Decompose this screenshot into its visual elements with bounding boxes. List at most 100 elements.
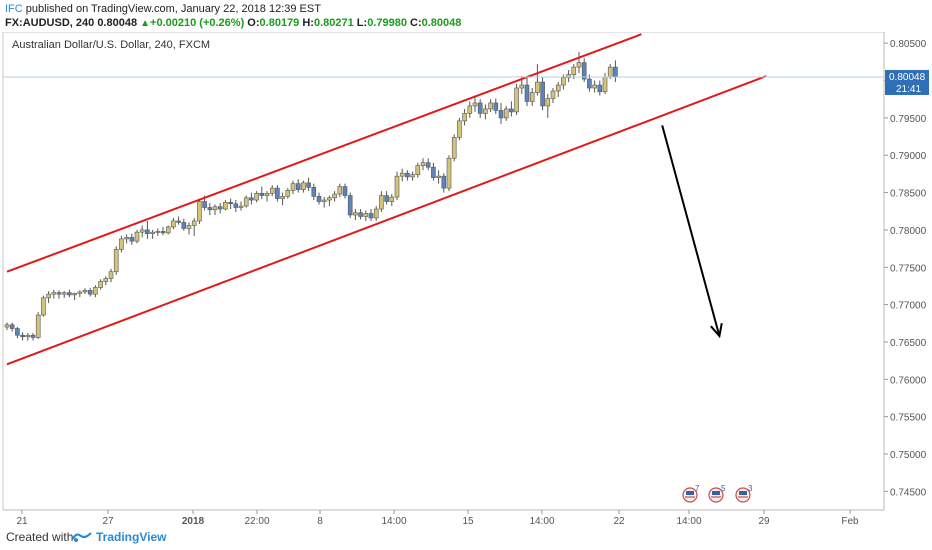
channel-line-lower[interactable] [6,75,767,366]
candle [431,162,436,181]
publisher-name[interactable]: IFC [5,3,23,15]
candle-body [160,231,166,234]
y-tick-label: 0.79000 [890,151,927,162]
candle-body [405,172,410,178]
candle [342,183,348,199]
us-flag-event-icon[interactable]: 5 [708,484,726,503]
candle-body [238,205,244,208]
candle [545,93,551,118]
candle [389,194,395,207]
x-tick-label: 29 [758,516,770,525]
candle-body [25,334,31,338]
price-chart[interactable]: Australian Dollar/U.S. Dollar, 240, FXCM… [0,32,932,525]
candle-body [493,102,499,111]
price-change: +0.00210 (+0.26%) [150,17,245,29]
candle-body [379,195,384,210]
event-badges[interactable]: 7 5 3 [682,484,753,503]
x-tick-label: 21 [16,516,28,525]
flag-canton [686,491,694,495]
candle [20,332,25,341]
candle-body [4,324,10,328]
y-tick-label: 0.76500 [890,338,927,349]
candle [103,276,109,286]
candle [420,158,426,171]
candle [550,88,556,103]
candle-body [139,229,145,233]
candle [457,117,462,141]
candle [217,203,223,214]
candle [332,191,337,202]
candle [93,285,98,298]
candle-body [467,105,473,114]
candle [535,64,540,96]
candle-body [368,213,374,219]
candle-body [607,66,613,78]
up-arrow-icon: ▲ [140,18,151,29]
candle [249,192,254,205]
candle [514,83,519,115]
candle [472,96,478,112]
y-tick-label: 0.76000 [890,375,927,386]
candle-body [384,195,389,202]
candle [529,88,535,106]
candle-body [571,66,577,75]
candle-body [399,172,405,177]
candle-body [311,187,317,197]
candle [311,183,317,201]
tradingview-brand[interactable]: TradingView [96,530,167,544]
candle-body [67,292,72,296]
forecast-arrow[interactable] [661,125,721,337]
candle-body [295,183,301,190]
x-tick-label: 14:00 [381,516,406,525]
badge-count: 5 [721,484,726,493]
us-flag-event-icon[interactable]: 3 [735,484,753,503]
candle-body [587,78,592,89]
candle-body [290,183,296,191]
candle [581,58,587,83]
candle [165,225,171,235]
us-flag-event-icon[interactable]: 7 [682,484,700,503]
candle [394,171,400,201]
last-price: 0.80048 [97,17,138,29]
candle [30,332,36,341]
candle-body [20,334,25,338]
candle-body [519,84,525,89]
last-price-tag [885,69,929,95]
candle [9,322,15,332]
candle [477,99,483,118]
candle-body [72,293,77,296]
candle-body [457,120,462,138]
price-axis[interactable]: 0.805000.800000.795000.790000.785000.780… [3,32,929,510]
candle [150,229,155,239]
candle-body [321,199,327,202]
candle-body [254,193,259,201]
candle-body [285,190,291,197]
footer: Created with TradingView [0,525,932,550]
candle [171,217,176,230]
candle [566,70,571,83]
candle [15,327,20,339]
candle [483,104,488,120]
channel-line-upper[interactable] [6,33,642,273]
y-tick-label: 0.75000 [890,450,927,461]
candle-body [509,108,514,113]
candle-body [472,102,478,107]
candle-body [77,291,83,294]
x-tick-label: Feb [841,516,859,525]
candle [285,188,291,199]
candle [212,204,218,215]
candle-body [353,212,358,216]
candle [228,198,233,210]
candle [181,218,187,231]
x-tick-label: 15 [462,516,474,525]
time-axis[interactable]: 21 27 2018 22:00 8 14:00 15 14:00 22 14:00 29 Feb [3,509,884,525]
plot-area[interactable] [2,32,885,511]
candle [399,168,405,182]
candle [119,235,124,253]
y-tick-label: 0.77000 [890,301,927,312]
candle [238,201,244,211]
candle [191,217,197,236]
candle-body [61,292,67,295]
candle [493,98,499,115]
drawings[interactable] [6,33,767,366]
